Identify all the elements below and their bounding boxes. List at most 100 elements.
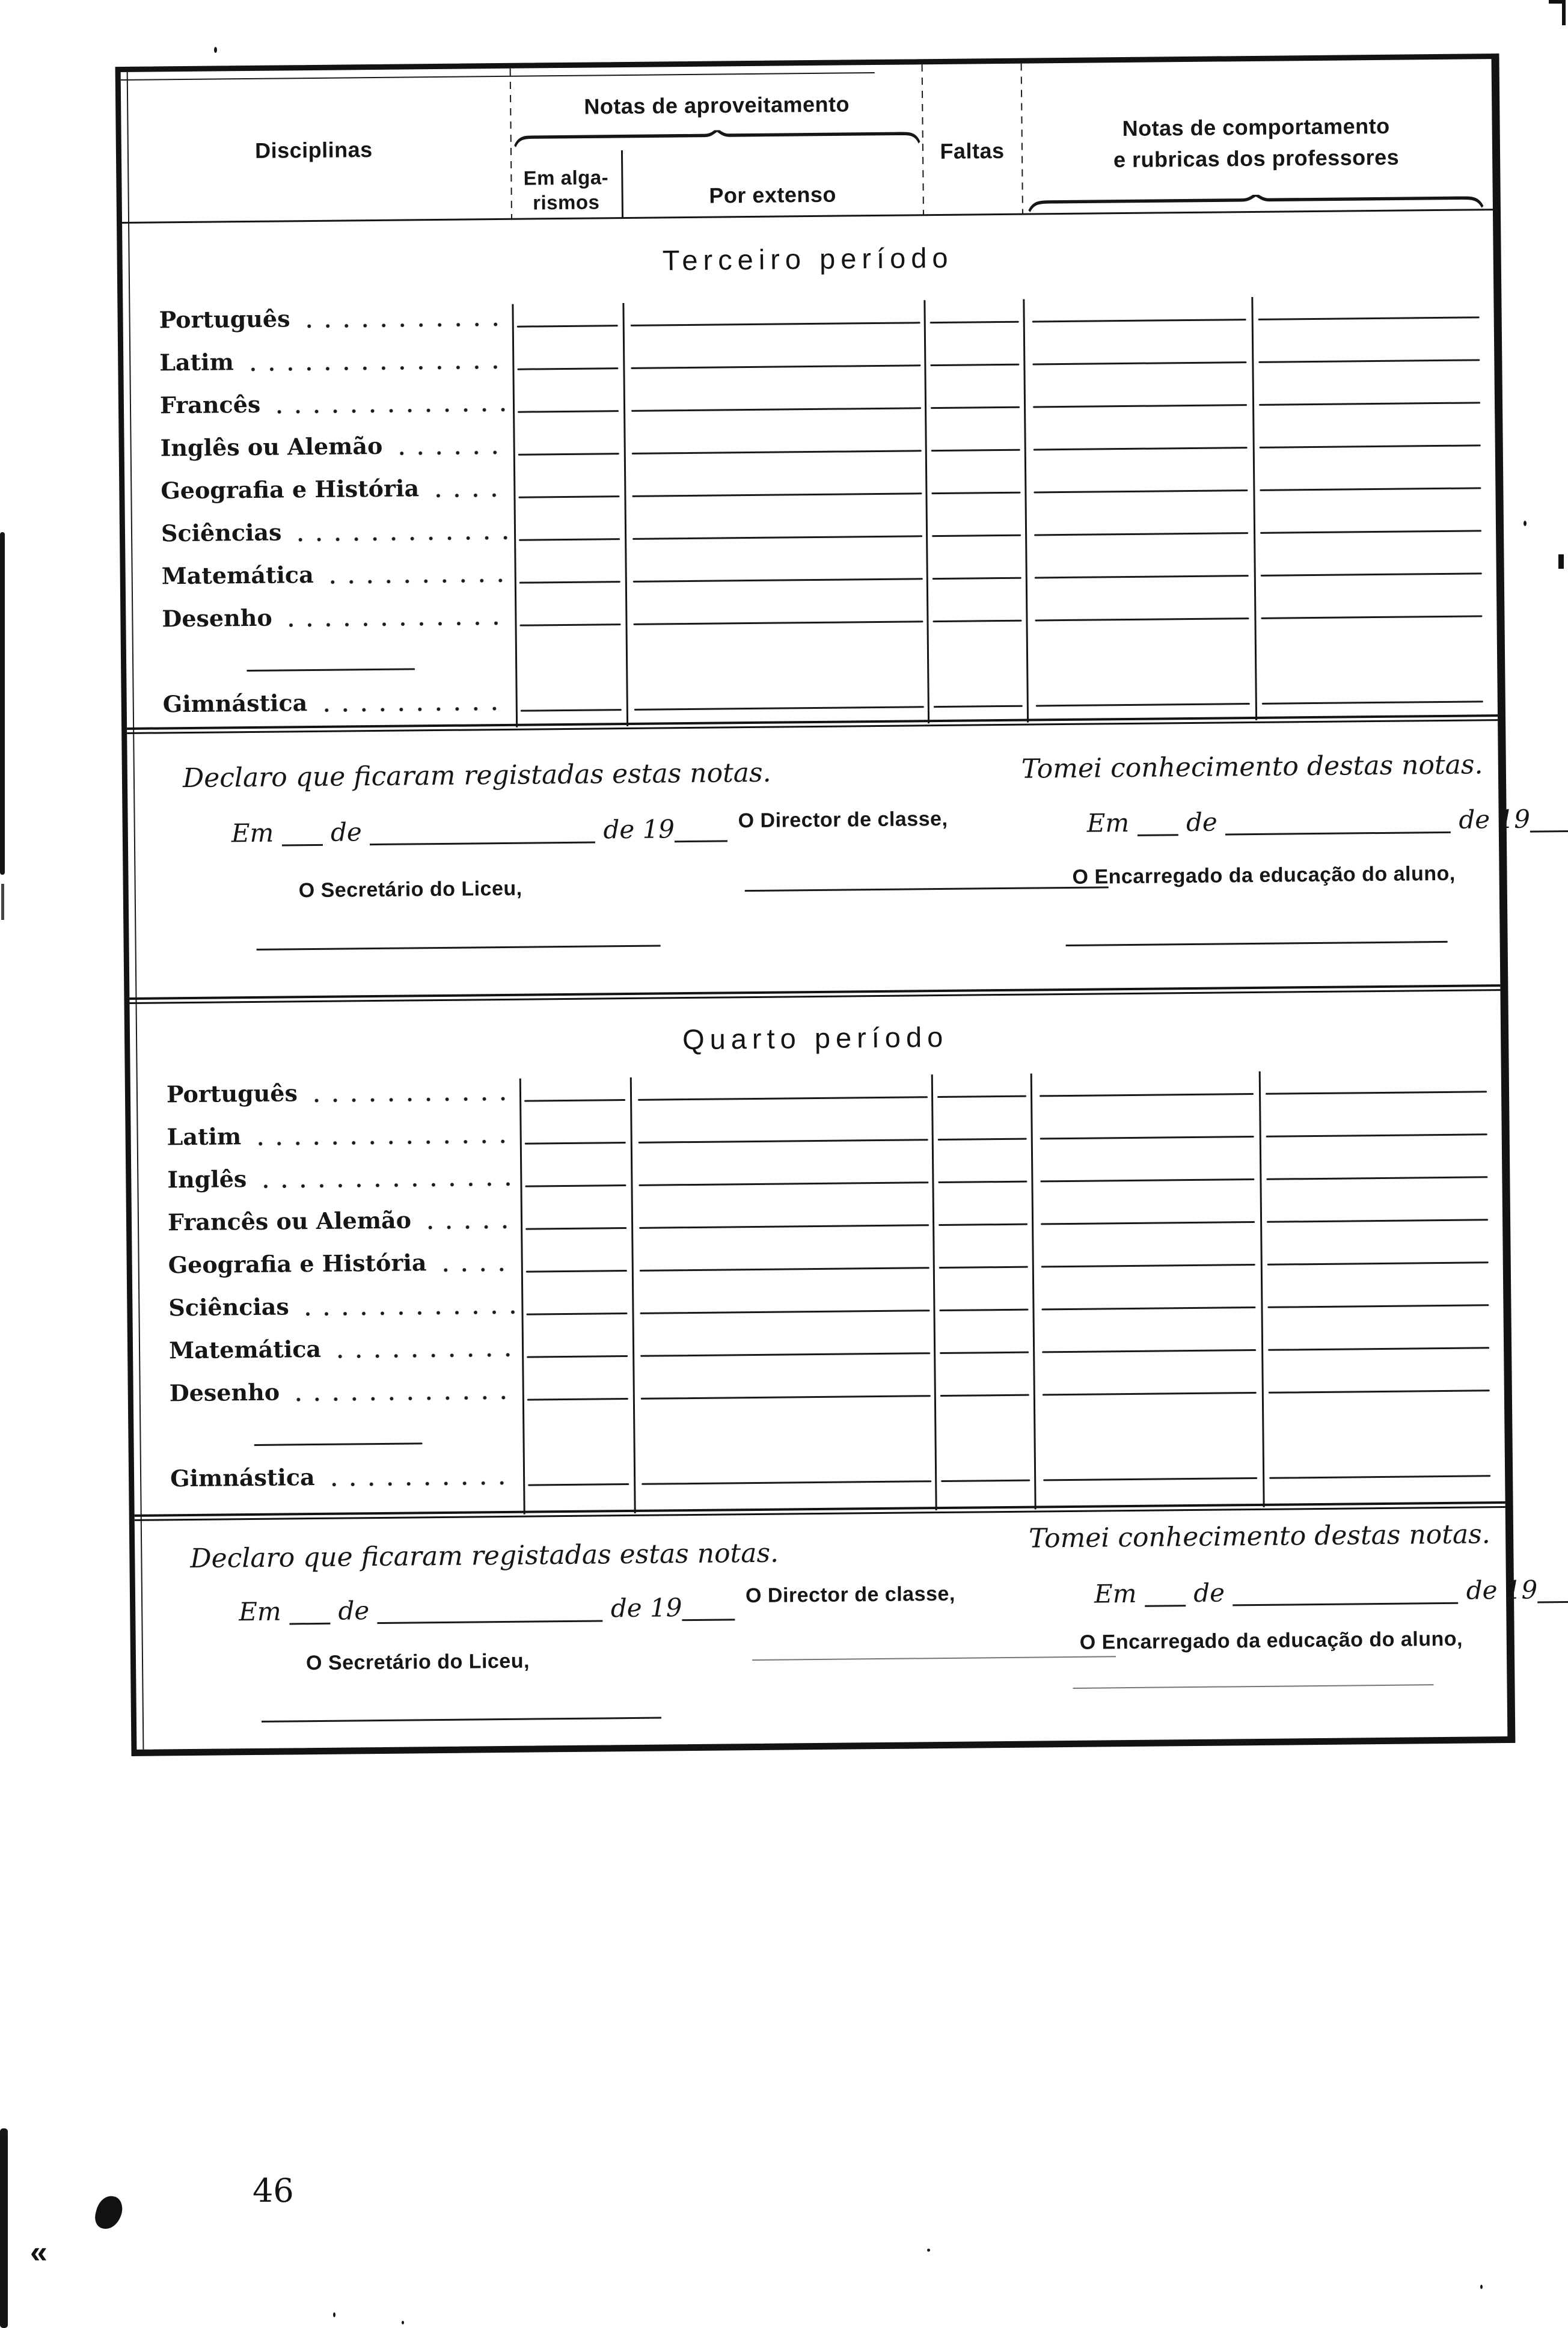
date-day-blank [289, 1622, 331, 1625]
write-in-line-faltas [941, 1479, 1031, 1483]
discipline-cell: Matemática [161, 561, 512, 589]
column-header-faltas: Faltas [940, 138, 1005, 164]
date-line: Em de de 19 [239, 1592, 735, 1626]
discipline-cell: Latim [167, 1122, 516, 1151]
declaration-registered: Declaro que ficaram registadas estas not… [182, 757, 771, 794]
period-title-terceiro: Terceiro período [662, 241, 954, 277]
date-day-blank [281, 844, 323, 847]
discipline-label: Geografia e História [168, 1249, 427, 1279]
speck-artifact [927, 2249, 930, 2252]
date-line: Em de de 19 [1094, 1575, 1568, 1609]
speck-artifact [1524, 521, 1527, 526]
write-in-line-rubrica [1261, 700, 1483, 705]
write-in-line-algarismos [520, 709, 622, 712]
column-header-por-extenso: Por extenso [709, 182, 837, 208]
column-header-em-algarismos: Em alga- rismos [523, 166, 609, 214]
ink-blot-artifact [92, 2193, 126, 2232]
discipline-cell: Geografia e História [168, 1249, 518, 1279]
header-divider [620, 150, 624, 218]
grades-table-quarto: Português Latim Inglês Francês ou Alemão [130, 1049, 1505, 1492]
brace-comportamento [1027, 192, 1484, 213]
discipline-label: Francês [159, 390, 261, 419]
period-divider-rule [129, 984, 1501, 1004]
discipline-label: Português [166, 1079, 298, 1108]
date-year-blank [682, 1619, 735, 1622]
scan-edge-artifact [0, 532, 5, 875]
write-in-line-faltas [933, 705, 1023, 708]
date-month-blank [1233, 1602, 1459, 1607]
header-separator [122, 209, 1493, 224]
date-day-blank [1137, 834, 1178, 836]
brace-aproveitamento [513, 128, 921, 148]
discipline-label: Geografia e História [161, 474, 420, 504]
inner-border-line [120, 72, 875, 81]
secretary-signature-line [261, 1717, 661, 1723]
declaration-acknowledged: Tomei conhecimento destas notas. [1021, 749, 1483, 785]
director-signature-line [744, 886, 1109, 892]
declaration-registered: Declaro que ficaram registadas estas not… [190, 1537, 779, 1575]
discipline-label: Desenho [162, 604, 272, 633]
director-label: O Director de classe, [745, 1582, 955, 1608]
discipline-label: Matemática [168, 1335, 322, 1364]
secretary-signature-line [256, 945, 661, 951]
date-year-blank [1530, 830, 1568, 833]
discipline-label: Inglês ou Alemão [160, 432, 383, 462]
discipline-label: Inglês [167, 1165, 247, 1193]
page-number: 46 [253, 2172, 294, 2210]
column-header-comportamento: Notas de comportamento e rubricas dos pr… [1113, 113, 1400, 173]
discipline-cell: Gimnástica [162, 688, 513, 718]
scan-edge-artifact [1558, 554, 1564, 569]
discipline-cell: Inglês ou Alemão [160, 432, 510, 462]
discipline-label: Desenho [169, 1378, 280, 1407]
discipline-cell: Desenho [169, 1378, 519, 1407]
write-in-line-rubrica [1269, 1475, 1491, 1479]
discipline-cell: Sciências [168, 1293, 518, 1322]
secretary-label: O Secretário do Liceu, [298, 877, 522, 902]
discipline-label: Português [159, 305, 290, 334]
discipline-cell: Português [166, 1079, 516, 1108]
discipline-cell: Sciências [161, 518, 511, 547]
discipline-label: Latim [167, 1122, 242, 1151]
discipline-label: Francês ou Alemão [167, 1206, 412, 1236]
discipline-cell: Latim [159, 348, 509, 376]
speck-artifact [402, 2321, 404, 2324]
grades-table-terceiro: Português Latim Francês Inglês ou Alemão [123, 275, 1498, 718]
date-day-blank [1145, 1605, 1186, 1607]
discipline-cell: Geografia e História [161, 474, 510, 504]
section-rule [127, 714, 1498, 734]
header-divider [509, 68, 513, 219]
write-in-line-extenso [634, 706, 924, 711]
date-year-blank [1537, 1601, 1568, 1604]
date-line: Em de de 19 [231, 813, 728, 848]
dotted-leader [324, 1480, 517, 1487]
column-header-disciplinas: Disciplinas [254, 137, 373, 163]
dotted-leader [317, 705, 509, 713]
discipline-label: Sciências [168, 1293, 290, 1322]
scan-edge-artifact [1, 884, 4, 920]
speck-artifact [1480, 2285, 1483, 2289]
column-header-aproveitamento: Notas de aproveitamento [584, 91, 850, 119]
discipline-label: Gimnástica [162, 688, 308, 718]
guardian-signature-line [1065, 940, 1448, 947]
discipline-cell: Matemática [168, 1335, 519, 1364]
director-label: O Director de classe, [738, 807, 948, 833]
speck-artifact [214, 47, 217, 53]
grades-form: Disciplinas Notas de aproveitamento Em a… [115, 54, 1568, 1756]
speck-artifact [333, 2312, 335, 2317]
date-month-blank [377, 1620, 603, 1625]
discipline-cell: Gimnástica [170, 1463, 520, 1492]
declaration-acknowledged: Tomei conhecimento destas notas. [1028, 1519, 1490, 1554]
scan-mark-artifact: « [30, 2235, 47, 2270]
guardian-label: O Encarregado da educação do aluno, [1072, 862, 1456, 889]
scan-corner-artifact [1549, 0, 1566, 25]
guardian-label: O Encarregado da educação do aluno, [1079, 1627, 1463, 1654]
discipline-cell: Francês ou Alemão [167, 1206, 518, 1236]
date-month-blank [1225, 831, 1451, 836]
discipline-label: Latim [159, 348, 234, 376]
section-rule [134, 1501, 1505, 1521]
guardian-signature-line [1073, 1684, 1434, 1689]
secretary-label: O Secretário do Liceu, [305, 1649, 530, 1675]
discipline-label: Sciências [161, 518, 282, 547]
write-in-line-comportamento [1043, 1477, 1258, 1481]
